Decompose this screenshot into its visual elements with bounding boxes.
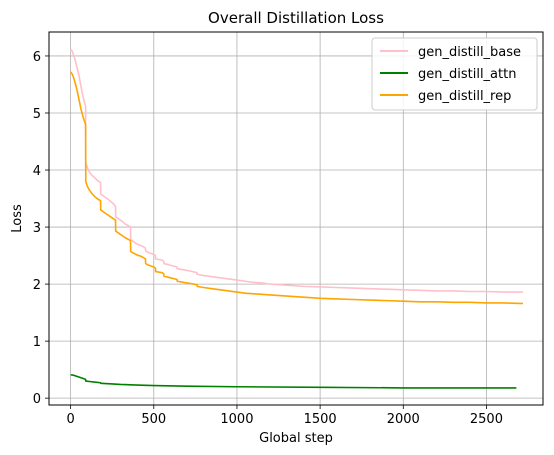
x-axis: 0 500 1000 1500 2000 2500 — [66, 405, 503, 427]
y-tick-label: 5 — [33, 107, 41, 122]
series-layer — [69, 48, 524, 389]
y-tick-label: 0 — [33, 392, 41, 407]
x-tick-label: 0 — [66, 412, 74, 427]
series-line-gen-distill-rep — [69, 71, 524, 305]
y-tick-label: 3 — [33, 221, 41, 236]
series-line-gen-distill-base — [69, 48, 524, 293]
y-tick-label: 4 — [33, 164, 41, 179]
legend: gen_distill_base gen_distill_attn gen_dist… — [371, 37, 538, 111]
x-tick-label: 2500 — [470, 412, 503, 427]
chart-title: Overall Distillation Loss — [208, 9, 384, 27]
legend-entry: gen_distill_attn — [418, 67, 516, 82]
x-tick-label: 1500 — [304, 412, 337, 427]
y-axis-label: Loss — [10, 204, 25, 233]
y-axis: 0 1 2 3 4 5 6 — [33, 50, 49, 407]
y-tick-label: 2 — [33, 278, 41, 293]
legend-entry: gen_distill_base — [418, 45, 521, 60]
series-line-gen-distill-attn — [70, 373, 517, 389]
y-tick-label: 1 — [33, 335, 41, 350]
y-tick-label: 6 — [33, 50, 41, 65]
x-axis-label: Global step — [259, 431, 333, 446]
x-tick-label: 500 — [141, 412, 166, 427]
x-tick-label: 1000 — [220, 412, 253, 427]
legend-entry: gen_distill_rep — [418, 89, 511, 104]
grid-lines — [49, 32, 543, 405]
legend-box — [371, 37, 538, 111]
plot-frame — [48, 31, 544, 406]
x-tick-label: 2000 — [387, 412, 420, 427]
